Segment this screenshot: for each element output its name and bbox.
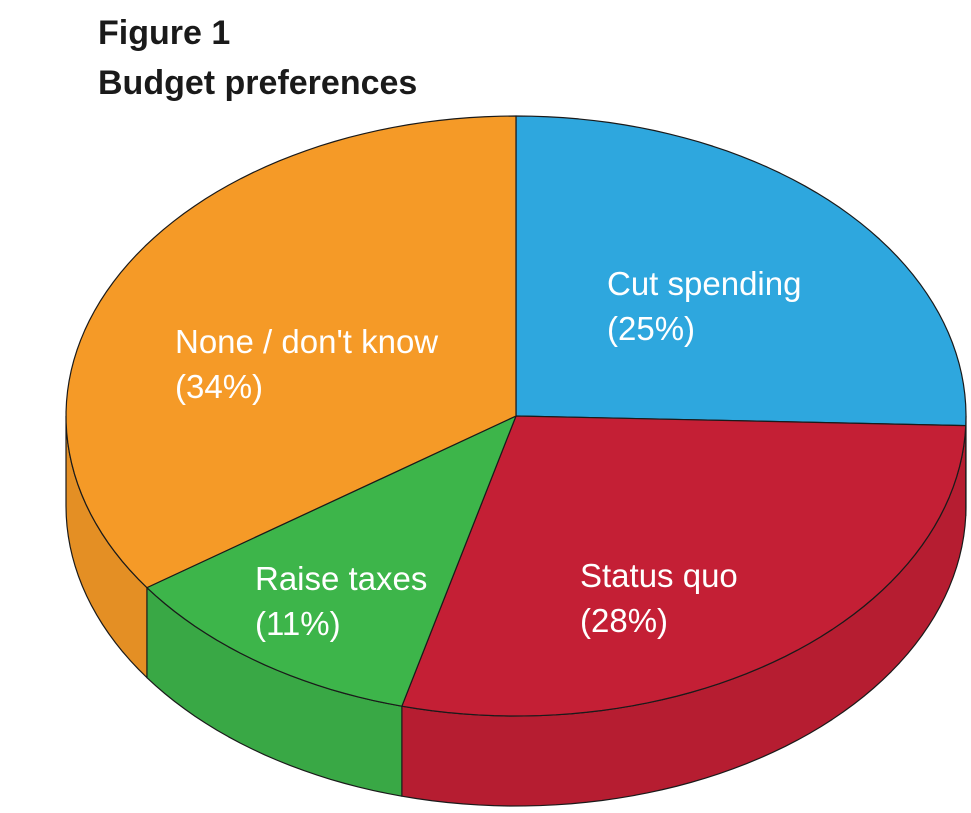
figure-heading: Figure 1 Budget preferences xyxy=(98,8,417,108)
slice-value-raise-taxes: (11%) xyxy=(255,605,341,642)
pie-slice-raise-taxes xyxy=(146,415,517,707)
pie-slice-cut-spending xyxy=(515,115,967,427)
slice-value-none-don-t-know: (34%) xyxy=(175,368,263,405)
slice-value-status-quo: (28%) xyxy=(580,602,668,639)
slice-label-none-don-t-know: None / don't know xyxy=(175,323,438,360)
slice-label-status-quo: Status quo xyxy=(580,557,738,594)
slice-label-raise-taxes: Raise taxes xyxy=(255,560,427,597)
pie-slice-status-quo xyxy=(401,415,967,717)
figure-label: Figure 1 xyxy=(98,14,231,52)
pie-slices xyxy=(65,115,967,717)
chart-title: Budget preferences xyxy=(98,64,418,102)
slice-value-cut-spending: (25%) xyxy=(607,310,695,347)
slice-label-cut-spending: Cut spending xyxy=(607,265,801,302)
pie-slice-none-don-t-know xyxy=(65,115,517,589)
pie-labels: Cut spending (25%) Status quo (28%) Raise ta… xyxy=(175,265,801,642)
